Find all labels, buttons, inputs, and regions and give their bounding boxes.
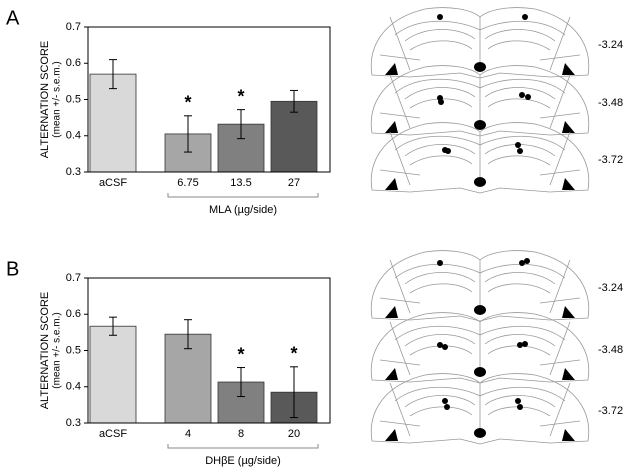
brain-ventricle <box>474 428 486 438</box>
panel-label: A <box>6 7 20 29</box>
x-tick-label: 27 <box>288 177 300 189</box>
significance-marker: * <box>290 344 297 364</box>
injection-site <box>517 342 523 348</box>
injection-site <box>525 94 531 100</box>
brain-section <box>370 65 590 137</box>
x-tick-label: aCSF <box>99 177 127 189</box>
x-tick-label: 20 <box>288 428 300 440</box>
injection-site <box>445 148 451 154</box>
x-axis-label: DHβE (µg/side) <box>205 455 281 467</box>
x-axis-label: MLA (µg/side) <box>209 204 277 216</box>
section-label: -3.48 <box>598 97 623 109</box>
x-tick-label: 13.5 <box>230 177 251 189</box>
x-tick-label: 6.75 <box>177 177 198 189</box>
injection-site <box>515 398 521 404</box>
injection-site <box>517 404 523 410</box>
brain-ventricle <box>474 177 486 187</box>
brain-ventricle <box>474 62 486 72</box>
y-tick-label: 0.4 <box>66 381 81 393</box>
brain-section <box>370 122 590 194</box>
y-tick-label: 0.4 <box>66 130 81 142</box>
section-label: -3.24 <box>598 282 623 294</box>
brain-detail <box>379 74 581 129</box>
injection-site <box>444 404 450 410</box>
injection-site <box>442 398 448 404</box>
y-tick-label: 0.3 <box>66 417 81 429</box>
injection-site <box>524 258 530 264</box>
y-tick-label: 0.7 <box>66 21 81 33</box>
bar <box>89 73 137 173</box>
significance-marker: * <box>237 86 244 106</box>
injection-site <box>438 99 444 105</box>
brain-section <box>370 312 590 384</box>
brain-detail <box>379 259 581 314</box>
x-tick-label: 8 <box>238 428 244 440</box>
y-axis-label: ALTERNATION SCORE <box>39 292 51 410</box>
y-tick-label: 0.3 <box>66 166 81 178</box>
injection-site <box>517 148 523 154</box>
y-axis-label: ALTERNATION SCORE <box>39 41 51 159</box>
injection-site <box>442 344 448 350</box>
section-label: -3.24 <box>598 39 623 51</box>
section-label: -3.48 <box>598 344 623 356</box>
dose-bracket <box>167 193 319 198</box>
brain-ventricle <box>474 305 486 315</box>
y-tick-label: 0.7 <box>66 272 81 284</box>
bar <box>89 325 137 424</box>
bar <box>270 100 318 173</box>
brain-section <box>370 373 590 445</box>
injection-site <box>437 342 443 348</box>
brain-detail <box>379 16 581 71</box>
injection-site <box>519 260 525 266</box>
injection-site <box>437 14 443 20</box>
significance-marker: * <box>184 93 191 113</box>
brain-section <box>370 7 590 79</box>
y-tick-label: 0.5 <box>66 93 81 105</box>
section-label: -3.72 <box>598 154 623 166</box>
y-tick-label: 0.6 <box>66 308 81 320</box>
injection-site <box>522 341 528 347</box>
y-axis-label: (mean +/- s.e.m.) <box>52 61 63 137</box>
y-tick-label: 0.6 <box>66 57 81 69</box>
significance-marker: * <box>237 344 244 364</box>
dose-bracket <box>167 444 319 449</box>
section-label: -3.72 <box>598 405 623 417</box>
x-tick-label: aCSF <box>99 428 127 440</box>
y-axis-label: (mean +/- s.e.m.) <box>52 312 63 388</box>
plot-frame <box>87 277 331 424</box>
injection-site <box>515 142 521 148</box>
x-tick-label: 4 <box>185 428 191 440</box>
y-tick-label: 0.5 <box>66 344 81 356</box>
panel-label: B <box>6 258 19 280</box>
brain-ventricle <box>474 367 486 377</box>
injection-site <box>437 260 443 266</box>
brain-section <box>370 250 590 322</box>
brain-ventricle <box>474 120 486 130</box>
injection-site <box>519 92 525 98</box>
brain-detail <box>379 382 581 437</box>
injection-site <box>522 14 528 20</box>
plot-frame <box>87 26 331 173</box>
